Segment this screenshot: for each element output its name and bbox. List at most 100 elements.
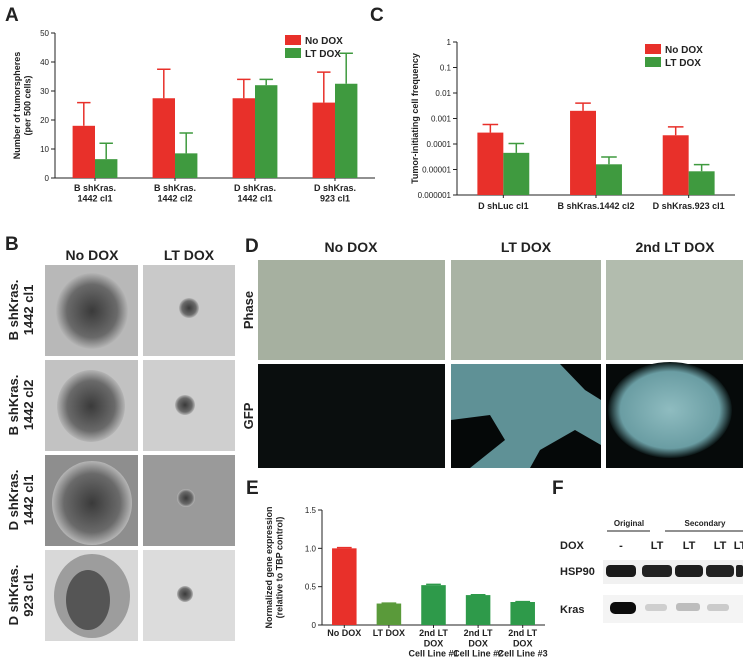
y-tick-label: 0.001 [431, 115, 452, 124]
legend-swatch [285, 35, 301, 45]
y-tick-label: 0 [312, 621, 317, 630]
panel-f-blot [603, 530, 743, 623]
bar [465, 595, 491, 625]
bar [232, 98, 255, 178]
bar [95, 159, 118, 178]
x-tick-label: 2nd LT DOX Cell Line #2 [453, 628, 503, 659]
lane-label: LT [683, 540, 696, 552]
x-tick-label: D shKras.923 cl1 [314, 183, 356, 203]
lane-label: LT [714, 540, 727, 552]
panel-letter: E [246, 478, 259, 499]
y-tick-label: 0.00001 [422, 166, 451, 175]
bar [688, 171, 715, 195]
legend-label: No DOX [665, 45, 703, 56]
bar [175, 153, 198, 178]
legend-label: LT DOX [305, 49, 341, 60]
legend-label: LT DOX [665, 58, 701, 69]
x-tick-label: D shKras.923 cl1 [653, 201, 725, 211]
legend-swatch [645, 44, 661, 54]
lane-label: LT [651, 540, 664, 552]
y-axis-label: Number of tumorspheres(per 500 cells) [12, 52, 32, 160]
bar [255, 85, 278, 178]
error-bar [259, 78, 273, 86]
row-label: DOX [560, 540, 585, 552]
bar [335, 83, 358, 178]
error-bar [237, 78, 251, 99]
bar [510, 602, 535, 625]
bar [376, 603, 402, 625]
error-bar [508, 142, 525, 153]
y-tick-label: 0 [45, 174, 50, 183]
group-label: Original [614, 519, 644, 528]
error-bar [99, 142, 113, 160]
error-bar [575, 102, 591, 111]
legend-swatch [645, 57, 661, 67]
y-tick-label: 0.000001 [418, 191, 452, 200]
row-label: B shKras.1442 cl1 [6, 280, 36, 341]
y-tick-label: 30 [40, 87, 49, 96]
x-tick-label: D shKras. 1442 cl1 [234, 183, 276, 203]
band-label: HSP90 [560, 566, 595, 578]
y-tick-label: 0.0001 [427, 140, 452, 149]
row-label: B shKras.1442 cl2 [6, 375, 36, 436]
bar [662, 135, 689, 195]
group-label: Secondary [685, 519, 726, 528]
x-tick-label: LT DOX [373, 628, 405, 638]
band-label: Kras [560, 604, 584, 616]
y-tick-label: 0.5 [305, 583, 317, 592]
y-tick-label: 1.0 [305, 544, 317, 553]
column-header: 2nd LT DOX [635, 239, 715, 255]
y-tick-label: 20 [40, 116, 49, 125]
row-label: GFP [241, 402, 256, 429]
row-label: D shKras.923 cl1 [6, 565, 36, 626]
x-tick-label: 2nd LT DOX Cell Line #1 [408, 628, 458, 659]
error-bar [317, 71, 331, 103]
error-bar [336, 546, 352, 549]
y-axis-label: Tumor-initiating cell frequency [410, 53, 420, 184]
x-tick-label: B shKras.1442 cl2 [154, 183, 196, 203]
bar [312, 102, 335, 178]
y-tick-label: 10 [40, 145, 49, 154]
x-tick-label: No DOX [327, 628, 361, 638]
error-bar [667, 126, 684, 136]
y-tick-label: 40 [40, 58, 49, 67]
column-header: LT DOX [164, 247, 215, 263]
x-tick-label: B shKras. 1442 cl1 [74, 183, 116, 203]
legend-swatch [285, 48, 301, 58]
error-bar [426, 583, 441, 586]
error-bar [179, 132, 193, 154]
y-tick-label: 1 [447, 38, 452, 47]
lane-label: LT [734, 540, 743, 552]
y-axis-label: Normalized gene expression(relative to T… [264, 506, 284, 628]
panel-letter: F [552, 478, 564, 499]
panel-letter: A [5, 5, 19, 26]
column-header: No DOX [325, 239, 379, 255]
panel-d-images [258, 260, 743, 468]
lane-label: - [619, 540, 623, 552]
bar [503, 152, 530, 195]
bar [596, 164, 622, 195]
error-bar [157, 68, 171, 99]
x-tick-label: 2nd LT DOX Cell Line #3 [498, 628, 548, 659]
y-tick-label: 0.01 [435, 89, 451, 98]
error-bar [601, 156, 617, 165]
bar [477, 132, 504, 195]
legend-label: No DOX [305, 36, 343, 47]
x-tick-label: D shLuc cl1 [478, 201, 529, 211]
panel-letter: B [5, 234, 19, 255]
error-bar [693, 163, 710, 172]
bar [72, 125, 95, 178]
y-tick-label: 50 [40, 29, 49, 38]
row-label: Phase [241, 291, 256, 329]
y-tick-label: 1.5 [305, 506, 317, 515]
bar [332, 548, 357, 625]
bar [152, 98, 175, 178]
panel-letter: C [370, 5, 384, 26]
error-bar [77, 101, 91, 126]
bar [421, 585, 446, 625]
column-header: No DOX [66, 247, 120, 263]
bar [570, 110, 596, 195]
error-bar [339, 52, 353, 84]
row-label: D shKras.1442 cl1 [6, 470, 36, 531]
